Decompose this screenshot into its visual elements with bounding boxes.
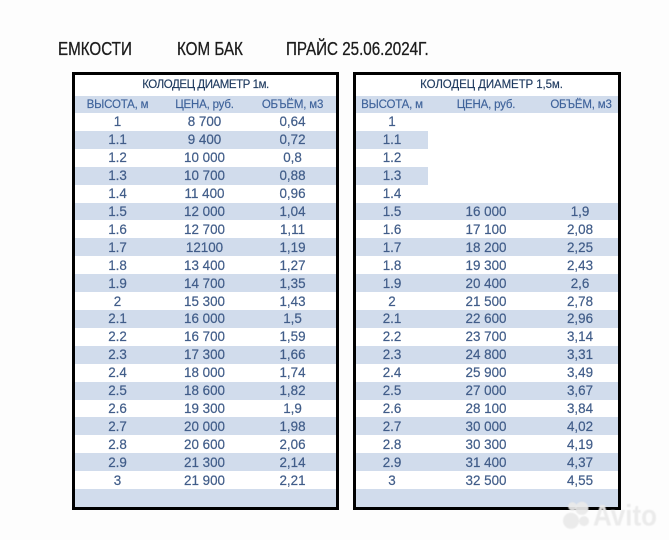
svg-text:Avito: Avito — [593, 500, 657, 533]
